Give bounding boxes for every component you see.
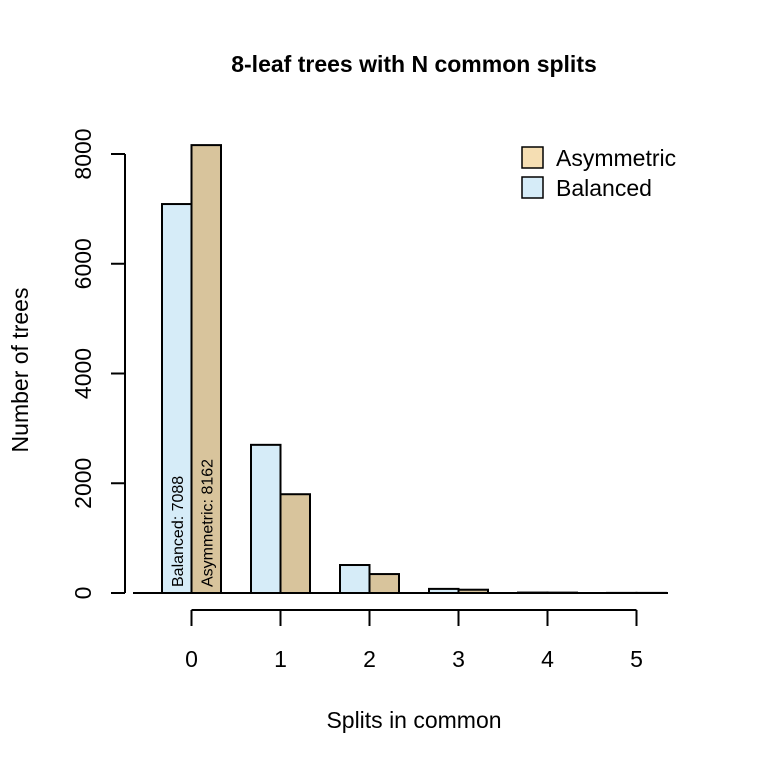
y-tick-label-0: 0 bbox=[70, 587, 96, 600]
y-axis: 0 2000 4000 6000 8000 bbox=[70, 128, 126, 600]
x-tick-label-1: 1 bbox=[274, 646, 287, 672]
x-tick-label-5: 5 bbox=[630, 646, 643, 672]
legend-swatch-asymmetric bbox=[521, 146, 544, 169]
bar-balanced-1 bbox=[250, 443, 282, 594]
bar-value-label-balanced: Balanced: 7088 bbox=[170, 476, 187, 587]
y-tick-label-2000: 2000 bbox=[70, 458, 96, 509]
x-tick-label-3: 3 bbox=[452, 646, 465, 672]
y-tick-label-6000: 6000 bbox=[70, 238, 96, 289]
x-tick-label-2: 2 bbox=[363, 646, 376, 672]
legend-label-asymmetric: Asymmetric bbox=[556, 145, 676, 171]
chart-title: 8-leaf trees with N common splits bbox=[231, 51, 597, 77]
x-axis: 0 1 2 3 4 5 bbox=[185, 609, 643, 672]
bar-asymmetric-2 bbox=[368, 573, 400, 594]
y-axis-label: Number of trees bbox=[7, 288, 33, 453]
bar-value-label-asymmetric: Asymmetric: 8162 bbox=[199, 459, 216, 587]
legend-label-balanced: Balanced bbox=[556, 175, 652, 201]
y-tick-label-8000: 8000 bbox=[70, 128, 96, 179]
x-tick-label-4: 4 bbox=[541, 646, 554, 672]
bar-balanced-2 bbox=[339, 564, 371, 594]
bar-labels-group: Balanced: 7088 Asymmetric: 8162 bbox=[170, 459, 217, 587]
bar-balanced-0 bbox=[161, 203, 193, 595]
x-axis-label: Splits in common bbox=[326, 707, 501, 733]
legend: Asymmetric Balanced bbox=[521, 145, 676, 201]
x-tick-label-0: 0 bbox=[185, 646, 198, 672]
bar-asymmetric-1 bbox=[279, 493, 311, 595]
legend-swatch-balanced bbox=[521, 176, 544, 199]
y-tick-label-4000: 4000 bbox=[70, 348, 96, 399]
bars-group bbox=[161, 144, 667, 595]
